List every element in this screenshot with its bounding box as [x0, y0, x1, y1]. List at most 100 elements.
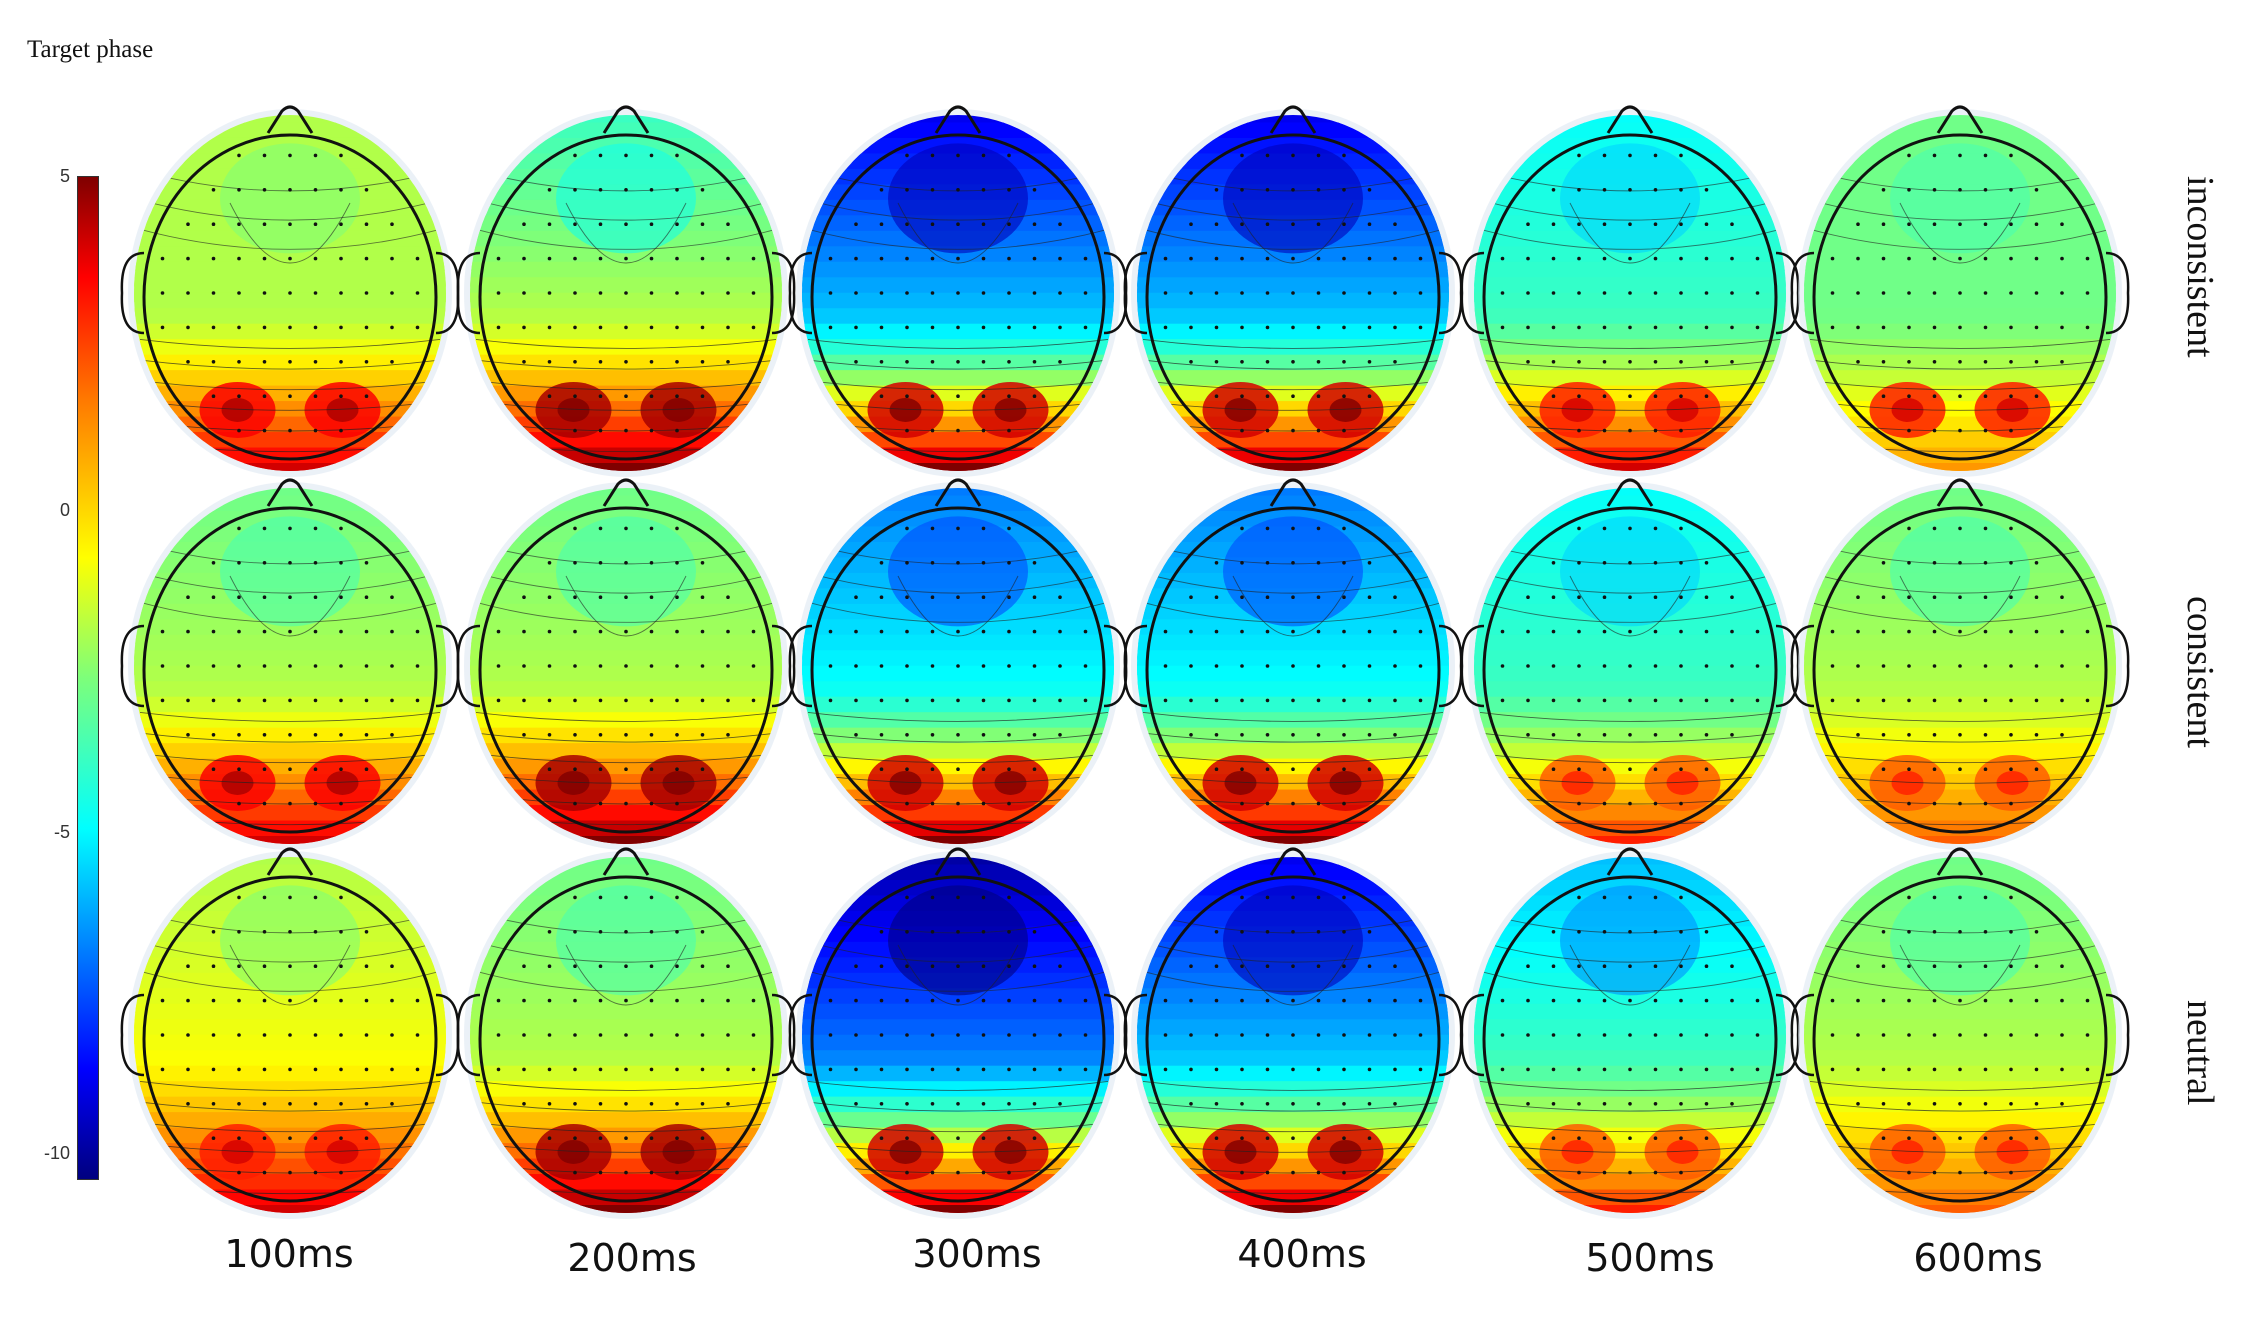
electrode-dot — [186, 1033, 190, 1037]
electrode-dot — [751, 1067, 756, 1072]
electrode-dot — [1958, 698, 1962, 703]
electrode-dot — [1240, 767, 1244, 771]
electrode-dot — [1983, 325, 1988, 330]
electrode-dot — [1932, 1170, 1937, 1175]
electrode-dot — [1316, 291, 1321, 295]
electrode-dot — [624, 998, 628, 1003]
electrode-dot — [1316, 1033, 1321, 1037]
colorbar-tick-minus-5: -5 — [53, 822, 70, 842]
nose — [1269, 105, 1317, 134]
electrode-dot — [1932, 291, 1937, 295]
electrode-dot — [262, 256, 267, 261]
electrode-dot — [1007, 526, 1011, 531]
electrode-dot — [624, 930, 628, 934]
electrode-dot — [1214, 222, 1219, 226]
electrode-dot — [364, 561, 369, 565]
electrode-dot — [211, 1067, 216, 1072]
electrode-dot — [522, 360, 526, 364]
electrode-dot — [288, 895, 292, 900]
electrode-dot — [313, 222, 318, 226]
electrode-dot — [1291, 1033, 1295, 1037]
electrode-dot — [2009, 561, 2013, 565]
electrode-dot — [1602, 767, 1607, 771]
electrode-dot — [981, 1102, 986, 1106]
electrode-dot — [1265, 998, 1270, 1003]
electrode-dot — [1291, 428, 1295, 433]
electrode-dot — [1291, 291, 1295, 295]
electrode-dot — [879, 1136, 884, 1140]
electrode-dot — [211, 629, 216, 634]
electrode-dot — [1240, 733, 1244, 737]
electrode-dot — [598, 428, 603, 433]
map-band — [1137, 463, 1449, 471]
electrode-dot — [1393, 595, 1397, 599]
electrode-dot — [1007, 664, 1011, 668]
contour-line — [139, 400, 441, 411]
electrode-dot — [649, 188, 654, 192]
electrode-dot — [624, 698, 628, 703]
electrode-dot — [1240, 698, 1244, 703]
electrode-dot — [879, 1033, 884, 1037]
electrode-dot — [390, 291, 394, 295]
electrode-dot — [1577, 1067, 1581, 1072]
electrode-dot — [1730, 360, 1734, 364]
electrode-dot — [598, 188, 603, 192]
electrode-dot — [854, 291, 858, 295]
topomap-consistent-600ms — [1790, 478, 2130, 850]
electrode-dot — [364, 629, 369, 634]
electrode-dot — [675, 256, 679, 261]
electrode-dot — [1291, 733, 1295, 737]
electrode-dot — [1393, 733, 1397, 737]
head-outline — [478, 875, 774, 1203]
electrode-dot — [1704, 394, 1709, 399]
electrode-dot — [1007, 1136, 1011, 1140]
electrode-dot — [1007, 998, 1011, 1003]
left-ear — [456, 251, 481, 335]
electrode-dot — [2034, 256, 2039, 261]
electrode-dot — [981, 360, 986, 364]
electrode-dot — [956, 222, 960, 226]
electrode-dot — [1704, 1102, 1709, 1106]
electrode-dot — [1679, 428, 1683, 433]
electrode-dot — [1932, 394, 1937, 399]
electrode-dot — [956, 526, 960, 531]
electrode-dot — [1342, 801, 1346, 806]
electrode-dot — [237, 291, 241, 295]
electrode-dot — [1189, 360, 1193, 364]
electrode-dot — [1679, 964, 1683, 968]
electrode-dot — [1958, 895, 1962, 900]
electrode-dot — [1007, 428, 1011, 433]
electrode-dot — [624, 595, 628, 599]
contour-line — [475, 1122, 777, 1133]
electrode-dot — [573, 222, 577, 226]
electrode-dot — [1316, 153, 1321, 158]
contour-line — [1479, 711, 1781, 722]
electrode-dot — [364, 256, 369, 261]
electrode-dot — [1653, 964, 1658, 968]
electrode-dot — [2034, 629, 2039, 634]
electrode-dot — [2034, 291, 2039, 295]
electrode-dot — [1316, 1102, 1321, 1106]
electrode-dot — [1958, 188, 1962, 192]
electrode-dot — [2034, 930, 2039, 934]
posterior-pole-core — [326, 397, 359, 422]
electrode-dot — [573, 964, 577, 968]
electrode-dot — [1577, 698, 1581, 703]
contour-line — [807, 1142, 1109, 1153]
electrode-dot — [1881, 767, 1886, 771]
electrode-dot — [1755, 698, 1760, 703]
electrode-dot — [1679, 930, 1683, 934]
electrode-dot — [1032, 222, 1037, 226]
electrode-dot — [262, 325, 267, 330]
electrode-dot — [339, 964, 343, 968]
electrode-dot — [879, 394, 884, 399]
frontal-focus — [220, 885, 360, 996]
electrode-dot — [624, 394, 628, 399]
electrode-dot — [1704, 561, 1709, 565]
electrode-dot — [1577, 629, 1581, 634]
electrode-dot — [956, 930, 960, 934]
electrode-dot — [1032, 1067, 1037, 1072]
posterior-pole-core — [1666, 770, 1699, 795]
electrode-dot — [1214, 1033, 1219, 1037]
electrode-dot — [313, 698, 318, 703]
